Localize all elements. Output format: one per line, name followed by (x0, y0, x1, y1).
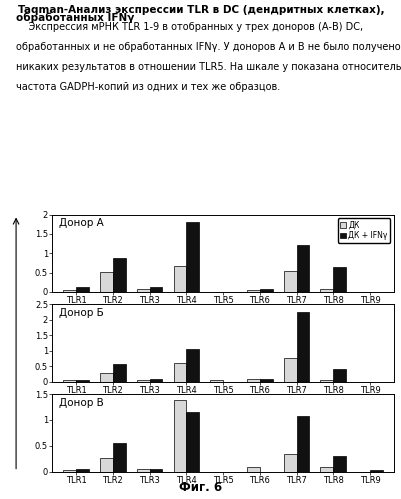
Bar (149, 286, 162, 292)
Text: Донор В: Донор В (59, 398, 103, 408)
Bar (283, 454, 296, 472)
Bar (113, 364, 126, 382)
Bar (246, 468, 259, 472)
Bar (63, 470, 76, 472)
Bar (332, 456, 345, 472)
Bar (283, 270, 296, 292)
Bar (76, 469, 89, 472)
Bar (63, 380, 76, 382)
Bar (100, 458, 113, 472)
Legend: ДК, ДК + IFNγ: ДК, ДК + IFNγ (337, 219, 389, 243)
Text: Донор Б: Донор Б (59, 308, 103, 318)
Bar (320, 468, 332, 472)
Bar (149, 469, 162, 472)
Bar (296, 416, 309, 472)
Bar (332, 267, 345, 292)
Bar (332, 369, 345, 382)
Bar (149, 379, 162, 382)
Text: Донор А: Донор А (59, 219, 103, 229)
Bar (136, 289, 149, 292)
Bar (246, 290, 259, 292)
Text: частота GADPH-копий из одних и тех же образцов.: частота GADPH-копий из одних и тех же об… (16, 82, 279, 92)
Bar (296, 312, 309, 382)
Text: Taqman-Анализ экспрессии TLR в DC (дендритных клетках),: Taqman-Анализ экспрессии TLR в DC (дендр… (18, 5, 383, 15)
Bar (296, 245, 309, 292)
Bar (259, 379, 272, 382)
Bar (186, 222, 199, 292)
Bar (259, 289, 272, 292)
Bar (320, 289, 332, 292)
Text: обработанных IFNγ: обработанных IFNγ (16, 13, 134, 23)
Bar (136, 380, 149, 382)
Bar (246, 379, 259, 382)
Bar (76, 287, 89, 292)
Text: Фиг. 6: Фиг. 6 (179, 481, 222, 494)
Bar (210, 380, 223, 382)
Bar (63, 290, 76, 292)
Bar (100, 272, 113, 292)
Text: Экспрессия мРНК TLR 1-9 в отобранных у трех доноров (А-В) DC,: Экспрессия мРНК TLR 1-9 в отобранных у т… (16, 22, 362, 32)
Text: обработанных и не обработанных IFNγ. У доноров А и В не было получено: обработанных и не обработанных IFNγ. У д… (16, 42, 400, 52)
Bar (76, 380, 89, 382)
Bar (186, 349, 199, 382)
Bar (100, 373, 113, 382)
Text: никаких результатов в отношении TLR5. На шкале у показана относительная: никаких результатов в отношении TLR5. На… (16, 62, 401, 72)
Bar (136, 470, 149, 472)
Bar (113, 258, 126, 292)
Bar (320, 380, 332, 382)
Bar (186, 412, 199, 472)
Bar (369, 470, 382, 472)
Bar (113, 443, 126, 472)
Bar (283, 358, 296, 382)
Bar (173, 265, 186, 292)
Bar (173, 400, 186, 472)
Bar (173, 363, 186, 382)
